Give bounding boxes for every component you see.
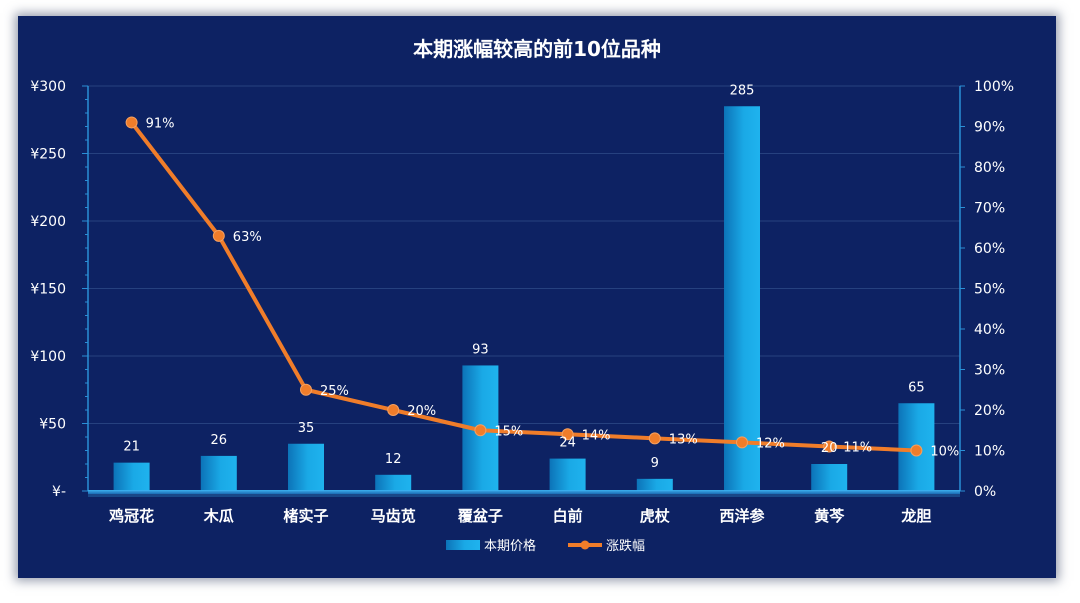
line-value-label: 14% [582,428,611,443]
legend-bar-swatch [446,540,480,550]
category-label: 虎杖 [640,507,670,525]
legend-bar-label: 本期价格 [484,538,536,554]
line-value-label: 10% [930,445,959,460]
line-value-label: 13% [669,432,698,447]
bar-value-label: 9 [651,456,659,471]
legend-layer: 本期价格 涨跌幅 [446,538,645,554]
left-axis-tick-label: ¥200 [30,214,66,230]
right-axis-tick-label: 70% [974,201,1005,217]
right-axis-tick-label: 10% [974,444,1005,460]
left-axis-tick-label: ¥250 [30,147,66,163]
category-label: 鸡冠花 [108,507,154,525]
left-axis-tick-label: ¥- [52,484,66,500]
category-label: 白前 [553,507,583,525]
left-axis-tick-label: ¥50 [39,417,66,433]
bar-value-label: 21 [123,440,140,455]
category-label: 西洋参 [719,507,765,525]
line-point [910,444,923,457]
category-label: 马齿苋 [371,507,416,525]
line-point [125,116,138,129]
bar-木瓜 [200,455,237,491]
label-layer: 21 26 35 12 93 24 9 285 20 65 91% 63% 25% 20% 15% 14% 13… [123,83,959,471]
right-axis-tick-label: 40% [974,322,1005,338]
line-point [212,229,225,242]
category-label: 黄芩 [814,507,845,525]
line-value-label: 25% [320,384,349,399]
chart-title: 本期涨幅较高的前10位品种 [413,37,661,61]
bar-value-label: 93 [472,342,489,357]
line-point [823,440,836,453]
left-axis-tick-label: ¥100 [30,349,66,365]
line-value-label: 63% [233,230,262,245]
bar-马齿苋 [375,474,412,491]
combo-chart: 本期涨幅较高的前10位品种 ¥- ¥50 ¥100 ¥150 ¥200 ¥250 ¥300 0… [30,37,1014,554]
right-axis-tick-label: 100% [974,79,1014,95]
right-axis-tick-label: 20% [974,403,1005,419]
bar-value-label: 35 [298,421,315,436]
right-axis-tick-label: 0% [974,484,996,500]
bar-layer [113,106,935,491]
right-axis-tick-label: 30% [974,363,1005,379]
x-axis-glow [88,494,960,497]
bar-value-label: 26 [211,433,228,448]
right-axis-tick-label: 50% [974,282,1005,298]
line-point [387,404,400,416]
bar-楮实子 [288,443,324,491]
bar-黄芩 [811,464,848,491]
line-point [648,432,661,445]
category-label: 覆盆子 [458,507,503,525]
bar-鸡冠花 [113,462,150,491]
right-axis-tick-label: 60% [974,241,1005,257]
bar-西洋参 [724,106,760,491]
line-point [736,436,748,449]
bar-value-label: 285 [730,83,755,98]
legend-line-marker [580,540,590,550]
bar-value-label: 65 [908,380,925,395]
bar-value-label: 24 [559,436,576,451]
category-label: 龙胆 [900,507,931,525]
bar-value-label: 12 [385,452,402,467]
x-axis-line [88,490,960,494]
line-value-label: 11% [843,440,872,455]
right-axis-tick-label: 90% [974,120,1005,136]
category-label: 木瓜 [203,507,234,525]
line-value-label: 91% [146,116,175,131]
legend-line-label: 涨跌幅 [606,538,645,554]
axis-layer: ¥- ¥50 ¥100 ¥150 ¥200 ¥250 ¥300 0% 10% 20% 30% 40% 5… [30,79,1014,525]
left-axis-tick-label: ¥150 [30,282,66,298]
bar-虎杖 [636,478,673,491]
line-point [474,424,487,437]
left-axis-tick-label: ¥300 [30,79,66,95]
line-point [300,383,312,396]
chart-frame: 本期涨幅较高的前10位品种 ¥- ¥50 ¥100 ¥150 ¥200 ¥250 ¥300 0… [18,16,1056,578]
line-value-label: 12% [756,436,785,451]
grid-layer [88,85,960,424]
bar-value-label: 20 [821,441,838,456]
line-series-path [129,120,919,453]
line-layer [125,116,923,457]
line-point [561,428,574,441]
right-axis-tick-label: 80% [974,160,1005,176]
category-label: 楮实子 [282,507,328,525]
line-value-label: 20% [407,404,436,419]
line-value-label: 15% [494,424,523,439]
bar-白前 [549,458,586,491]
